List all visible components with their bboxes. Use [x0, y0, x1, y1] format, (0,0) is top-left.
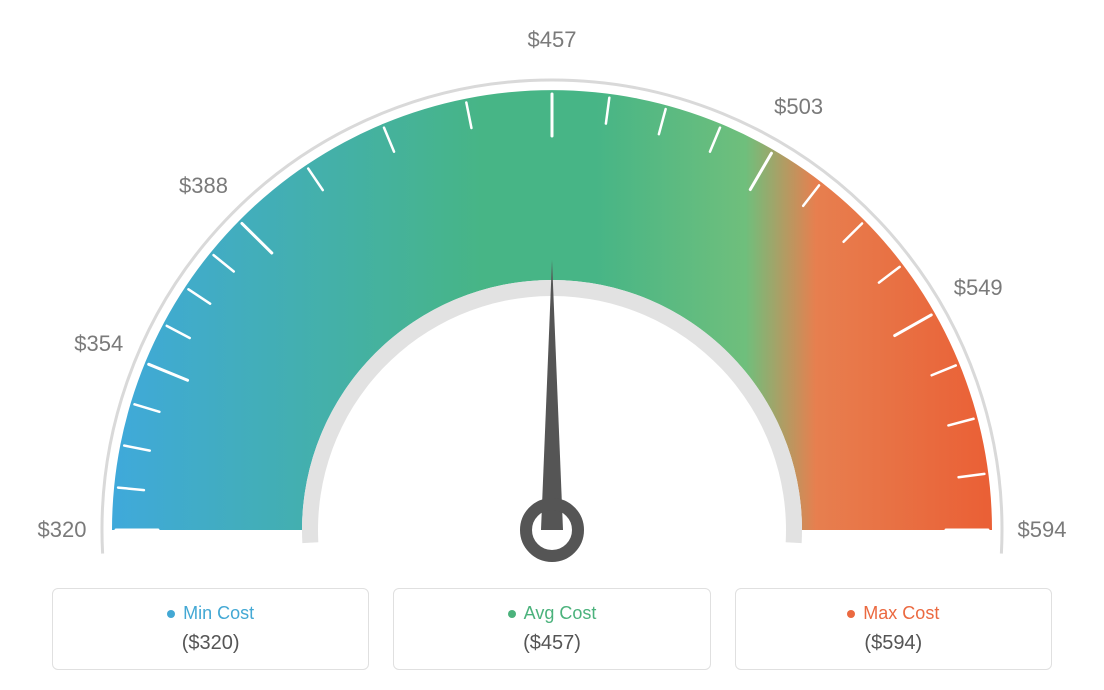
gauge-tick-label: $594	[1018, 517, 1067, 543]
legend: Min Cost ($320) Avg Cost ($457) Max Cost…	[52, 588, 1052, 670]
legend-avg-value: ($457)	[394, 632, 709, 655]
gauge-tick-label: $549	[954, 275, 1003, 301]
legend-max-box: Max Cost ($594)	[735, 588, 1052, 670]
legend-avg-box: Avg Cost ($457)	[393, 588, 710, 670]
gauge-tick-label: $388	[179, 173, 228, 199]
gauge-tick-label: $457	[528, 27, 577, 53]
legend-min-value: ($320)	[53, 632, 368, 655]
gauge-tick-label: $354	[74, 331, 123, 357]
cost-gauge: $320$354$388$457$503$549$594	[52, 10, 1052, 570]
legend-min-box: Min Cost ($320)	[52, 588, 369, 670]
legend-min-label: Min Cost	[167, 603, 254, 624]
legend-avg-label: Avg Cost	[508, 603, 597, 624]
gauge-tick-label: $503	[774, 94, 823, 120]
legend-max-value: ($594)	[736, 632, 1051, 655]
gauge-svg	[52, 10, 1052, 570]
legend-max-label: Max Cost	[847, 603, 939, 624]
gauge-tick-label: $320	[38, 517, 87, 543]
